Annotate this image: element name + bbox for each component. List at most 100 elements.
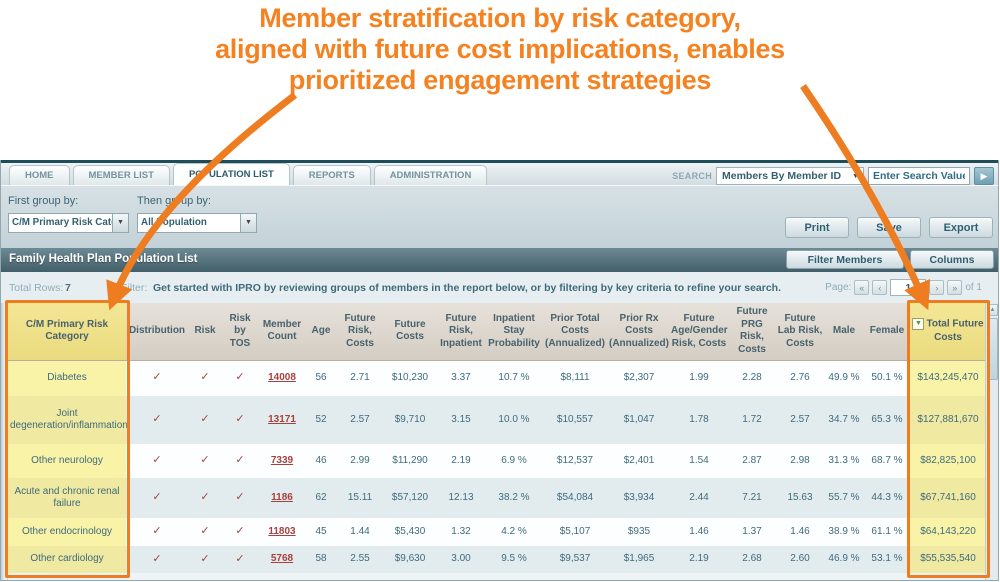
cell-prior-rx-costs-annualized: $2,307 — [608, 360, 670, 396]
cell-future-risk-inpatient: 3.15 — [436, 396, 486, 444]
member-count-link[interactable]: 11803 — [268, 525, 296, 537]
cell-future-costs: $10,230 — [384, 360, 436, 396]
filter-members-button[interactable]: Filter Members — [786, 250, 904, 269]
tab-administration[interactable]: ADMINISTRATION — [373, 165, 488, 185]
cell-future-costs: $57,120 — [384, 478, 436, 518]
chevron-down-icon[interactable]: ▼ — [240, 214, 256, 232]
export-button[interactable]: Export — [929, 217, 993, 238]
cell-future-risk-inpatient: 2.19 — [436, 444, 486, 478]
page-number-input[interactable] — [890, 279, 927, 296]
sort-dropdown-icon[interactable]: ▼ — [912, 318, 925, 331]
column-header-inpatient-stay-probability[interactable]: Inpatient Stay Probability — [486, 303, 542, 361]
column-header-future-risk-inpatient[interactable]: Future Risk, Inpatient — [436, 303, 486, 361]
member-count-link[interactable]: 7339 — [270, 454, 294, 466]
then-group-by-value: All Population — [141, 217, 207, 228]
cell-inpatient-stay-probability: 38.2 % — [486, 478, 542, 518]
prev-page-button[interactable]: ‹ — [872, 280, 888, 295]
cell-female: 61.1 % — [864, 518, 910, 546]
cell-future-age-gender-risk-costs: 1.54 — [670, 444, 728, 478]
columns-button[interactable]: Columns — [910, 250, 994, 269]
cell-future-risk-costs: 1.44 — [336, 518, 384, 546]
column-header-prior-total-costs-annualized[interactable]: Prior Total Costs (Annualized) — [542, 303, 608, 361]
cell-prior-total-costs-annualized: $10,557 — [542, 396, 608, 444]
tab-member-list[interactable]: MEMBER LIST — [72, 165, 170, 185]
tab-reports[interactable]: REPORTS — [292, 165, 371, 185]
member-count-link[interactable]: 1186 — [271, 491, 293, 503]
cell-distribution: ✓ — [126, 518, 188, 546]
column-header-female[interactable]: Female — [864, 303, 910, 361]
column-header-male[interactable]: Male — [824, 303, 864, 361]
vertical-scrollbar[interactable]: ▲ — [985, 303, 998, 580]
panel-header: Family Health Plan Population List Filte… — [1, 248, 998, 272]
column-header-member-count[interactable]: Member Count — [258, 303, 306, 361]
cell-future-age-gender-risk-costs: 1.46 — [670, 518, 728, 546]
cell-prior-total-costs-annualized: $54,084 — [542, 478, 608, 518]
annotation-line-1: Member stratification by risk category, — [259, 3, 741, 33]
cell-prior-total-costs-annualized: $9,537 — [542, 546, 608, 573]
cell-member-count[interactable]: 7339 — [258, 444, 306, 478]
column-header-risk-category[interactable]: C/M Primary Risk Category — [8, 303, 126, 361]
column-header-prior-rx-costs-annualized[interactable]: Prior Rx Costs (Annualized) — [608, 303, 670, 361]
search-input[interactable] — [868, 167, 970, 185]
cell-future-age-gender-risk-costs: 2.44 — [670, 478, 728, 518]
cell-member-count[interactable]: 13171 — [258, 396, 306, 444]
cell-future-lab-risk-costs: 15.63 — [776, 478, 824, 518]
column-header-future-costs[interactable]: Future Costs — [384, 303, 436, 361]
last-page-button[interactable]: » — [947, 280, 963, 295]
cell-future-prg-risk-costs: 1.72 — [728, 396, 776, 444]
column-header-future-age-gender-risk-costs[interactable]: Future Age/Gender Risk, Costs — [670, 303, 728, 361]
cell-member-count[interactable]: 5768 — [258, 546, 306, 573]
column-header-future-prg-risk-costs[interactable]: Future PRG Risk, Costs — [728, 303, 776, 361]
cell-inpatient-stay-probability: 4.2 % — [486, 518, 542, 546]
save-button[interactable]: Save — [857, 217, 921, 238]
table-row: Joint degeneration/inflammation ✓ ✓ ✓ 13171 5… — [8, 396, 986, 444]
cell-female: 44.3 % — [864, 478, 910, 518]
tab-population-list[interactable]: POPULATION LIST — [172, 163, 290, 185]
column-header-distribution[interactable]: Distribution — [126, 303, 188, 361]
column-header-risk[interactable]: Risk — [188, 303, 222, 361]
search-label: SEARCH — [672, 171, 712, 181]
search-type-value: Members By Member ID — [722, 170, 842, 182]
cell-member-count[interactable]: 14008 — [258, 360, 306, 396]
cell-future-risk-costs: 2.99 — [336, 444, 384, 478]
next-page-button[interactable]: › — [929, 280, 945, 295]
table-row: Acute and chronic renal failure ✓ ✓ ✓ 1186 62… — [8, 478, 986, 518]
search-type-dropdown[interactable]: Members By Member ID ▼ — [716, 167, 864, 185]
column-header-future-risk-costs[interactable]: Future Risk, Costs — [336, 303, 384, 361]
cell-total-future-costs: $143,245,470 — [910, 360, 986, 396]
scrollbar-thumb[interactable] — [987, 318, 998, 380]
member-count-link[interactable]: 5768 — [270, 553, 294, 565]
cell-member-count[interactable]: 1186 — [258, 478, 306, 518]
member-count-link[interactable]: 14008 — [268, 372, 296, 383]
column-header-total-future-costs[interactable]: ▼ Total Future Costs — [910, 303, 986, 361]
cell-distribution: ✓ — [126, 444, 188, 478]
column-header-age[interactable]: Age — [306, 303, 336, 361]
cell-male: 49.9 % — [824, 360, 864, 396]
tab-home[interactable]: HOME — [9, 165, 70, 185]
first-group-by-select[interactable]: C/M Primary Risk Category ▼ — [8, 213, 129, 233]
then-group-by-select[interactable]: All Population ▼ — [137, 213, 257, 233]
first-group-by-value: C/M Primary Risk Category — [12, 217, 112, 228]
cell-total-future-costs: $64,143,220 — [910, 518, 986, 546]
member-count-link[interactable]: 13171 — [268, 413, 296, 425]
cell-distribution: ✓ — [126, 478, 188, 518]
cell-future-prg-risk-costs: 2.68 — [728, 546, 776, 573]
cell-member-count[interactable]: 11803 — [258, 518, 306, 546]
cell-age: 45 — [306, 518, 336, 546]
annotation-line-3: prioritized engagement strategies — [288, 65, 712, 95]
pager: Page: « ‹ › » of 1 — [825, 279, 982, 296]
cell-future-risk-costs: 2.55 — [336, 546, 384, 573]
first-page-button[interactable]: « — [854, 280, 870, 295]
scroll-up-icon[interactable]: ▲ — [987, 304, 998, 316]
cell-risk: ✓ — [188, 518, 222, 546]
chevron-down-icon[interactable]: ▼ — [112, 214, 128, 232]
cell-female: 50.1 % — [864, 360, 910, 396]
cell-risk-category: Diabetes — [8, 360, 126, 396]
cell-risk-by-tos: ✓ — [222, 360, 258, 396]
column-header-risk-by-tos[interactable]: Risk by TOS — [222, 303, 258, 361]
filter-label: Filter: — [121, 282, 148, 294]
column-header-future-lab-risk-costs[interactable]: Future Lab Risk, Costs — [776, 303, 824, 361]
search-go-button[interactable]: ▶ — [974, 167, 994, 185]
print-button[interactable]: Print — [785, 217, 849, 238]
